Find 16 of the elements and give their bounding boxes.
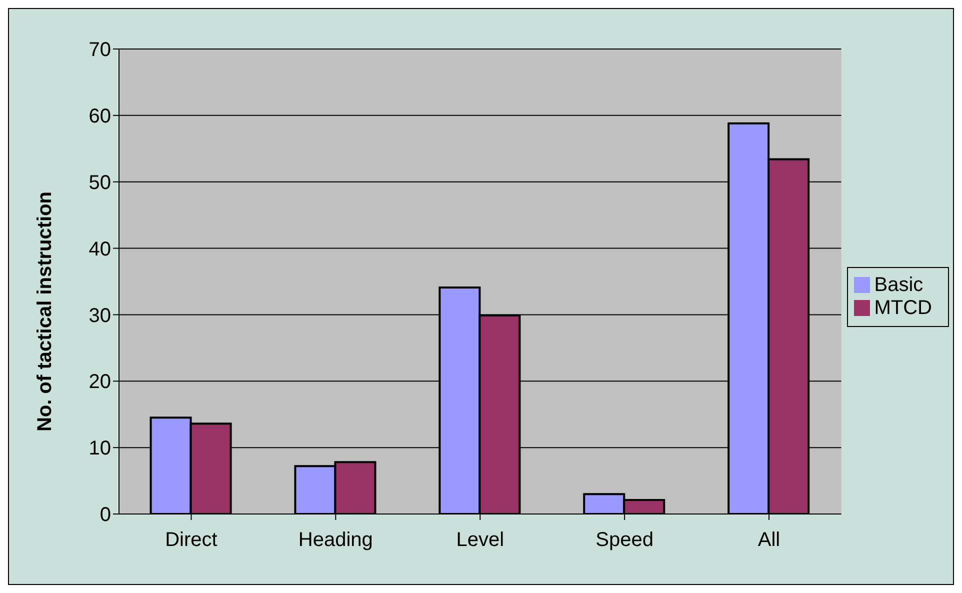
y-tick-label: 60 <box>88 106 111 128</box>
y-tick-label: 70 <box>88 39 111 62</box>
y-tick-label: 50 <box>88 172 111 194</box>
y-tick-label: 30 <box>88 304 111 327</box>
y-tick-label: 10 <box>88 438 111 460</box>
y-tick-label: 20 <box>88 371 111 394</box>
x-tick-label: Heading <box>298 529 373 552</box>
x-tick-label: Direct <box>165 529 218 552</box>
y-tick-label: 0 <box>100 504 111 526</box>
legend-label: Basic <box>874 274 924 296</box>
y-axis-title: No. of tactical instruction <box>34 191 56 432</box>
x-tick-label: All <box>758 529 780 552</box>
x-tick-label: Speed <box>596 529 654 552</box>
x-tick-label: Level <box>456 529 504 552</box>
legend-label: MTCD <box>874 296 932 318</box>
y-tick-label: 40 <box>88 238 111 260</box>
